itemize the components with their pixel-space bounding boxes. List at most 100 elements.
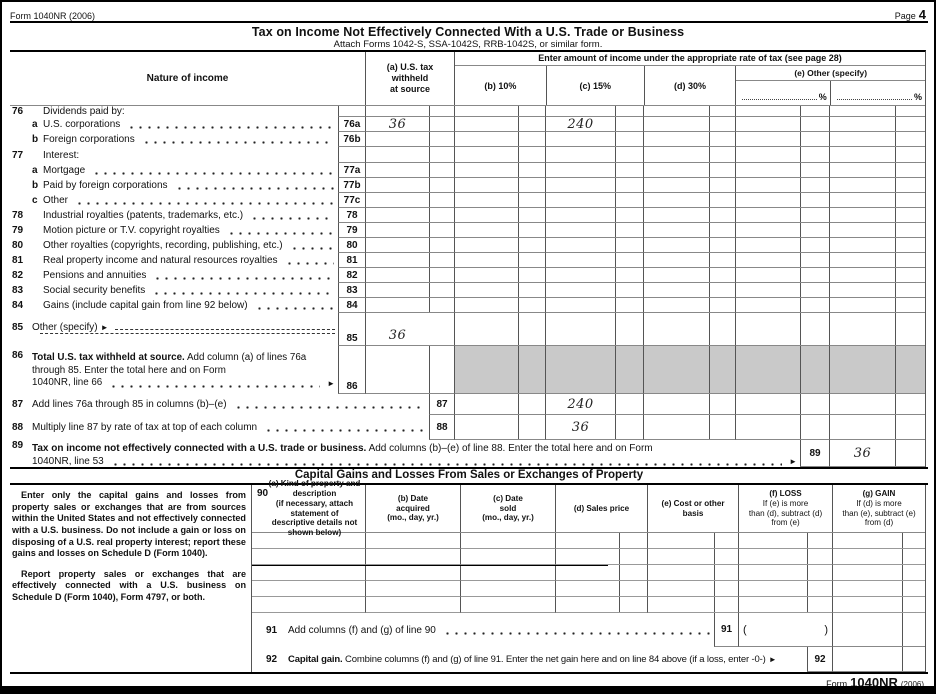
- amount-cell-d[interactable]: [643, 253, 735, 268]
- amount-cell-a[interactable]: 36: [365, 313, 454, 346]
- amount-cell-e2[interactable]: [829, 178, 925, 193]
- rate-write-in-line[interactable]: [742, 98, 817, 100]
- amount-cell-d[interactable]: [643, 163, 735, 178]
- amount-cell-e2[interactable]: [829, 268, 925, 283]
- amount-cell-c[interactable]: 240: [545, 117, 643, 132]
- entry-cell[interactable]: [647, 597, 738, 613]
- amount-cell-e1[interactable]: [735, 283, 829, 298]
- amount-cell-c[interactable]: [545, 208, 643, 223]
- amount-cell-e1[interactable]: [735, 313, 829, 346]
- amount-cell-c[interactable]: [545, 193, 643, 208]
- amount-cell-e1[interactable]: [735, 163, 829, 178]
- entry-cell[interactable]: [252, 581, 365, 597]
- amount-cell-d[interactable]: [643, 415, 735, 440]
- entry-cell[interactable]: [460, 549, 555, 565]
- entry-cell[interactable]: [738, 581, 832, 597]
- amount-cell-c[interactable]: [545, 298, 643, 313]
- write-in-line[interactable]: [40, 333, 335, 334]
- amount-cell-e1[interactable]: [735, 223, 829, 238]
- amount-cell-a[interactable]: [365, 163, 454, 178]
- amount-cell-b[interactable]: [454, 253, 545, 268]
- amount-cell-e2[interactable]: [829, 208, 925, 223]
- entry-cell[interactable]: [738, 597, 832, 613]
- amount-cell-e2[interactable]: [829, 394, 925, 415]
- amount-cell-e1[interactable]: [735, 253, 829, 268]
- other-rate-field-2[interactable]: %: [829, 81, 925, 105]
- amount-cell-c[interactable]: [545, 178, 643, 193]
- entry-cell[interactable]: [555, 549, 647, 565]
- amount-cell-c[interactable]: [545, 238, 643, 253]
- amount-cell-c[interactable]: [545, 283, 643, 298]
- entry-cell[interactable]: [832, 581, 925, 597]
- loss-amount-cell[interactable]: (): [738, 613, 832, 647]
- amount-cell-b[interactable]: [454, 163, 545, 178]
- amount-cell-d[interactable]: [643, 208, 735, 223]
- entry-cell[interactable]: [738, 549, 832, 565]
- amount-cell-c[interactable]: [545, 132, 643, 147]
- amount-cell-a[interactable]: [365, 268, 454, 283]
- amount-cell-d[interactable]: [643, 193, 735, 208]
- amount-cell-a[interactable]: [365, 132, 454, 147]
- amount-cell-b[interactable]: [454, 178, 545, 193]
- amount-cell-c[interactable]: [545, 268, 643, 283]
- amount-cell-e2[interactable]: [829, 117, 925, 132]
- amount-cell-d[interactable]: [643, 298, 735, 313]
- capital-gain-amount-cell[interactable]: [832, 647, 925, 672]
- amount-cell-a[interactable]: [365, 193, 454, 208]
- amount-cell-e1[interactable]: [735, 178, 829, 193]
- amount-cell-d[interactable]: [643, 223, 735, 238]
- rate-write-in-line[interactable]: [836, 98, 912, 100]
- entry-cell[interactable]: [832, 565, 925, 581]
- amount-cell-e1[interactable]: [735, 208, 829, 223]
- amount-cell-a[interactable]: [365, 238, 454, 253]
- amount-cell-c[interactable]: [545, 253, 643, 268]
- entry-cell[interactable]: [460, 581, 555, 597]
- amount-cell-b[interactable]: [454, 313, 545, 346]
- entry-cell[interactable]: [460, 533, 555, 549]
- amount-cell-d[interactable]: [643, 283, 735, 298]
- amount-cell-a[interactable]: [365, 298, 454, 313]
- entry-cell[interactable]: [647, 581, 738, 597]
- entry-cell[interactable]: [252, 533, 365, 549]
- amount-cell-c[interactable]: 240: [545, 394, 643, 415]
- amount-cell-a[interactable]: [365, 346, 454, 394]
- entry-cell[interactable]: [252, 565, 365, 581]
- amount-cell-d[interactable]: [643, 394, 735, 415]
- amount-cell-c[interactable]: 36: [545, 415, 643, 440]
- amount-cell-e1[interactable]: [735, 298, 829, 313]
- entry-cell[interactable]: [252, 549, 365, 565]
- amount-cell-e2[interactable]: [829, 253, 925, 268]
- amount-cell-e1[interactable]: [735, 394, 829, 415]
- amount-cell-c[interactable]: [545, 163, 643, 178]
- entry-cell[interactable]: [832, 533, 925, 549]
- entry-cell[interactable]: [647, 533, 738, 549]
- entry-cell[interactable]: [647, 565, 738, 581]
- amount-cell-e2[interactable]: [829, 313, 925, 346]
- amount-cell-d[interactable]: [643, 313, 735, 346]
- amount-cell-e2[interactable]: [829, 238, 925, 253]
- amount-cell-d[interactable]: [643, 268, 735, 283]
- amount-cell-b[interactable]: [454, 223, 545, 238]
- amount-cell-e2[interactable]: [829, 415, 925, 440]
- amount-cell-e1[interactable]: [735, 132, 829, 147]
- amount-cell-e2[interactable]: [829, 193, 925, 208]
- entry-cell[interactable]: [555, 581, 647, 597]
- amount-cell-e1[interactable]: [735, 193, 829, 208]
- entry-cell[interactable]: [460, 597, 555, 613]
- amount-cell-c[interactable]: [545, 313, 643, 346]
- entry-cell[interactable]: [365, 533, 460, 549]
- write-in-line[interactable]: [114, 329, 335, 330]
- entry-cell[interactable]: [365, 597, 460, 613]
- amount-cell-d[interactable]: [643, 178, 735, 193]
- amount-cell-e2[interactable]: [829, 298, 925, 313]
- amount-cell-d[interactable]: [643, 238, 735, 253]
- amount-cell-a[interactable]: [365, 253, 454, 268]
- amount-cell-b[interactable]: [454, 268, 545, 283]
- amount-cell-a[interactable]: [365, 223, 454, 238]
- amount-cell-d[interactable]: [643, 132, 735, 147]
- entry-cell[interactable]: [832, 549, 925, 565]
- amount-cell-b[interactable]: [454, 298, 545, 313]
- amount-cell-e1[interactable]: [735, 415, 829, 440]
- entry-cell[interactable]: [555, 565, 647, 581]
- amount-cell-b[interactable]: [454, 193, 545, 208]
